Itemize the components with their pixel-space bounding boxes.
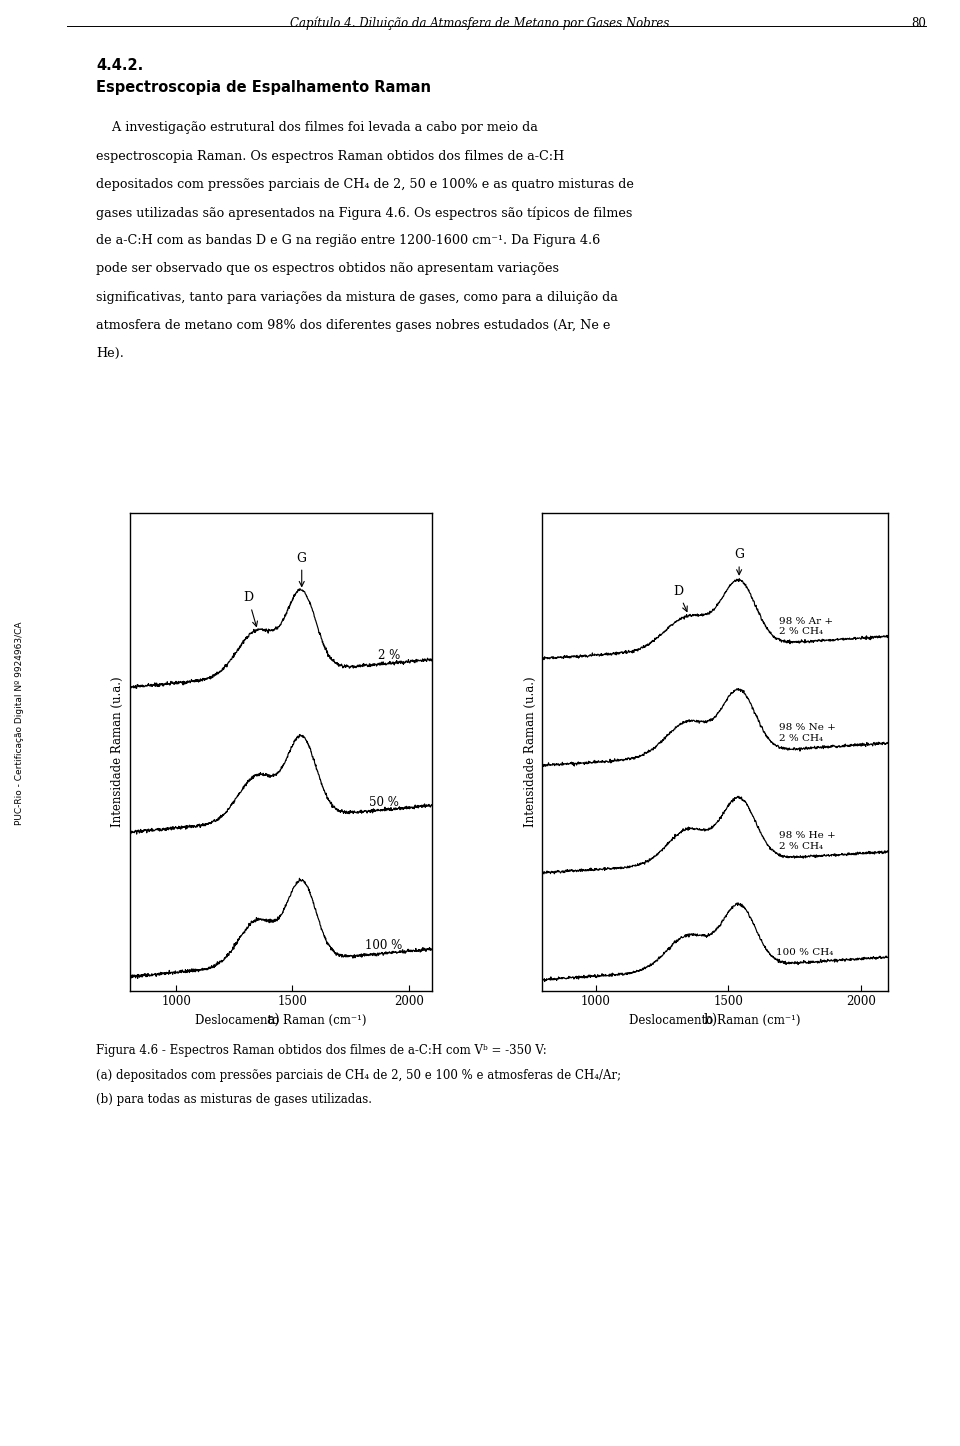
Text: pode ser observado que os espectros obtidos não apresentam variações: pode ser observado que os espectros obti… <box>96 263 559 275</box>
Text: gases utilizadas são apresentados na Figura 4.6. Os espectros são típicos de fil: gases utilizadas são apresentados na Fig… <box>96 205 633 220</box>
Text: Capítulo 4. Diluição da Atmosfera de Metano por Gases Nobres: Capítulo 4. Diluição da Atmosfera de Met… <box>290 16 670 30</box>
Text: 98 % He +
2 % CH₄: 98 % He + 2 % CH₄ <box>779 831 836 850</box>
Text: PUC-Rio - Certificação Digital Nº 9924963/CA: PUC-Rio - Certificação Digital Nº 992496… <box>14 622 24 824</box>
Text: G: G <box>297 551 307 587</box>
Text: Espectroscopia de Espalhamento Raman: Espectroscopia de Espalhamento Raman <box>96 80 431 94</box>
Text: Figura 4.6 - Espectros Raman obtidos dos filmes de a-C:H com Vᵇ = -350 V:: Figura 4.6 - Espectros Raman obtidos dos… <box>96 1044 547 1057</box>
Text: 50 %: 50 % <box>370 795 399 808</box>
Text: 98 % Ar +
2 % CH₄: 98 % Ar + 2 % CH₄ <box>779 616 833 636</box>
Text: depositados com pressões parciais de CH₄ de 2, 50 e 100% e as quatro misturas de: depositados com pressões parciais de CH₄… <box>96 178 634 191</box>
Y-axis label: Intensidade Raman (u.a.): Intensidade Raman (u.a.) <box>524 677 537 827</box>
Text: (a) depositados com pressões parciais de CH₄ de 2, 50 e 100 % e atmosferas de CH: (a) depositados com pressões parciais de… <box>96 1069 621 1082</box>
Text: He).: He). <box>96 347 124 360</box>
Text: (b) para todas as misturas de gases utilizadas.: (b) para todas as misturas de gases util… <box>96 1093 372 1106</box>
Text: significativas, tanto para variações da mistura de gases, como para a diluição d: significativas, tanto para variações da … <box>96 291 618 304</box>
Text: G: G <box>734 548 744 574</box>
Text: de a-C:H com as bandas D e G na região entre 1200-1600 cm⁻¹. Da Figura 4.6: de a-C:H com as bandas D e G na região e… <box>96 234 600 247</box>
Text: b): b) <box>704 1012 717 1027</box>
Text: 2 %: 2 % <box>378 649 400 662</box>
Y-axis label: Intensidade Raman (u.a.): Intensidade Raman (u.a.) <box>111 677 124 827</box>
Text: 98 % Ne +
2 % CH₄: 98 % Ne + 2 % CH₄ <box>779 723 836 743</box>
Text: espectroscopia Raman. Os espectros Raman obtidos dos filmes de a-C:H: espectroscopia Raman. Os espectros Raman… <box>96 149 564 162</box>
Text: 100 % CH₄: 100 % CH₄ <box>777 949 833 957</box>
Text: D: D <box>673 584 687 612</box>
Text: D: D <box>243 591 257 626</box>
Text: 4.4.2.: 4.4.2. <box>96 58 143 72</box>
Text: atmosfera de metano com 98% dos diferentes gases nobres estudados (Ar, Ne e: atmosfera de metano com 98% dos diferent… <box>96 318 611 331</box>
X-axis label: Deslocamento Raman (cm⁻¹): Deslocamento Raman (cm⁻¹) <box>630 1014 801 1027</box>
X-axis label: Deslocamento Raman (cm⁻¹): Deslocamento Raman (cm⁻¹) <box>195 1014 367 1027</box>
Text: 80: 80 <box>912 16 926 29</box>
Text: 100 %: 100 % <box>365 938 402 951</box>
Text: a): a) <box>267 1012 280 1027</box>
Text: A investigação estrutural dos filmes foi levada a cabo por meio da: A investigação estrutural dos filmes foi… <box>96 121 538 134</box>
